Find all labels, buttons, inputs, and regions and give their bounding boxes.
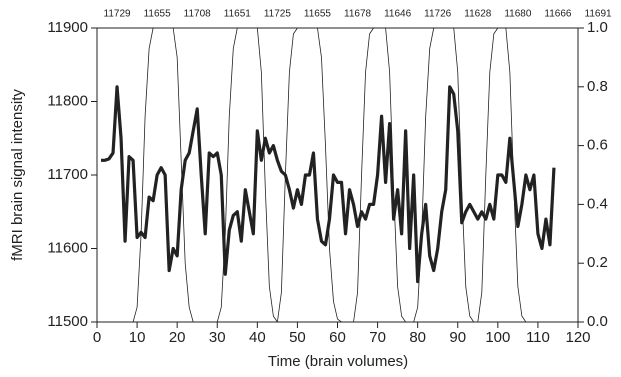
y-tick-label: 11700 (47, 166, 88, 183)
x-tick-label: 0 (93, 329, 101, 346)
top-label: 11729 (104, 9, 132, 20)
y2-tick-label: 0.0 (587, 313, 608, 330)
top-label: 11655 (304, 9, 332, 20)
series-line (101, 85, 556, 284)
x-tick-label: 60 (329, 329, 346, 346)
top-label: 11725 (264, 9, 292, 20)
y-tick-label: 11900 (47, 19, 88, 36)
x-tick-label: 30 (209, 329, 226, 346)
x-tick-label: 110 (526, 329, 550, 346)
top-label: 11628 (464, 9, 492, 20)
x-tick-label: 80 (409, 329, 426, 346)
x-tick-label: 20 (169, 329, 186, 346)
top-label: 11678 (344, 9, 372, 20)
y2-tick-label: 0.6 (587, 137, 608, 154)
top-label: 11680 (504, 9, 532, 20)
top-label: 11726 (424, 9, 452, 20)
y-axis-label: fMRI brain signal intensity (9, 89, 26, 261)
top-label: 11666 (544, 9, 572, 20)
x-tick-label: 100 (485, 329, 510, 346)
x-axis-label: Time (brain volumes) (268, 353, 408, 370)
top-label: 11708 (184, 9, 212, 20)
top-label: 11651 (224, 9, 252, 20)
x-tick-label: 50 (289, 329, 306, 346)
series-line (101, 27, 554, 323)
y-tick-label: 11500 (47, 313, 88, 330)
top-label: 11646 (384, 9, 412, 20)
x-tick-label: 120 (565, 329, 590, 346)
x-tick-label: 70 (369, 329, 386, 346)
x-tick-label: 10 (129, 329, 146, 346)
top-label: 11691 (585, 9, 613, 20)
x-tick-label: 90 (449, 329, 466, 346)
top-label: 11655 (144, 9, 172, 20)
y-tick-label: 11800 (47, 92, 88, 109)
y2-tick-label: 0.2 (587, 254, 608, 271)
x-tick-label: 40 (249, 329, 266, 346)
y-tick-label: 11600 (47, 239, 88, 256)
y2-tick-label: 0.8 (587, 78, 608, 95)
y2-tick-label: 1.0 (587, 19, 608, 36)
y2-tick-label: 0.4 (587, 195, 608, 212)
